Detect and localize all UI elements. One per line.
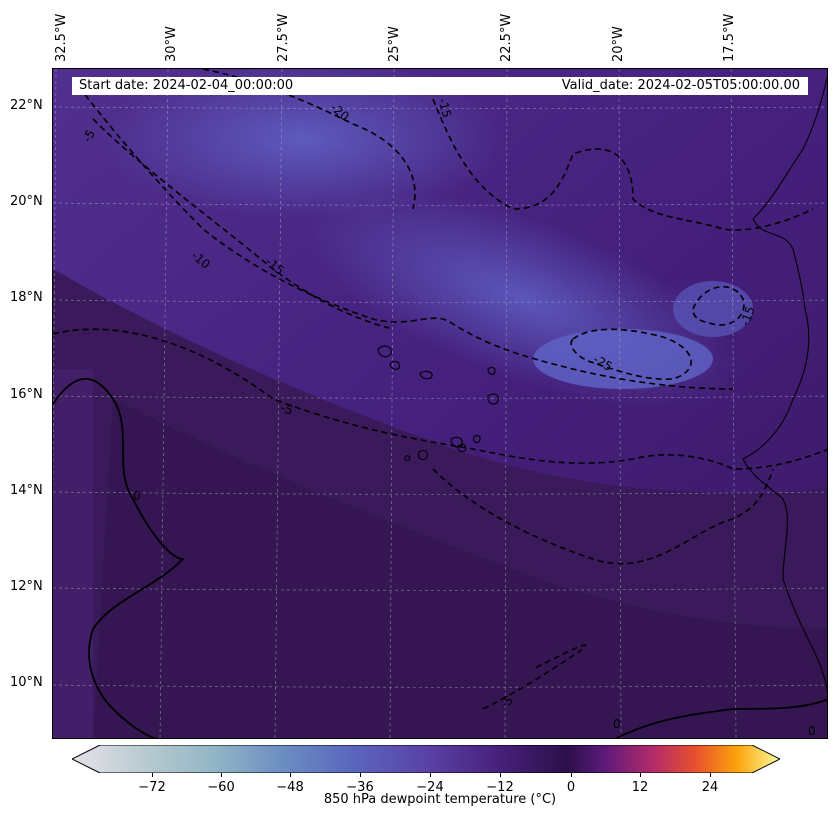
lon-label: 17.5°W xyxy=(722,13,737,62)
dry-core xyxy=(533,329,713,389)
dry-band-north xyxy=(103,69,503,219)
lat-label: 12°N xyxy=(10,579,43,594)
lon-label: 25°W xyxy=(387,26,402,62)
colorbar-title: 850 hPa dewpoint temperature (°C) xyxy=(323,792,557,807)
contour-minus15-mid xyxy=(92,118,394,330)
colorbar-tick-label: −60 xyxy=(207,780,235,795)
colorbar-tick-label: −48 xyxy=(276,780,304,795)
zero-contour xyxy=(53,378,827,738)
colorbar-tick-label: −24 xyxy=(416,780,444,795)
contour-minus15-east xyxy=(692,285,745,326)
map-frame: -20 -15 -10 -15 -5 -25 -15 -5 -5 0 0 0 xyxy=(52,68,828,739)
colorbar-tick xyxy=(640,773,641,777)
lat-label: 16°N xyxy=(10,387,43,402)
colorbar-tick xyxy=(710,773,711,777)
lon-label: 32.5°W xyxy=(54,13,69,62)
colorbar-tick-label: 0 xyxy=(566,780,576,795)
colorbar-tick-label: −72 xyxy=(138,780,166,795)
colorbar-tick xyxy=(290,773,291,777)
valid-date: Valid_date: 2024-02-05T05:00:00.00 xyxy=(561,78,800,93)
contour-minus5-se xyxy=(482,644,587,710)
date-header: Start date: 2024-02-04_00:00:00 Valid_da… xyxy=(72,77,808,95)
lat-label: 20°N xyxy=(10,194,43,209)
colorbar-tick xyxy=(430,773,431,777)
contour-label: 0 xyxy=(613,717,621,731)
lon-label: 30°W xyxy=(164,26,179,62)
lat-label: 18°N xyxy=(10,290,43,305)
colorbar-tick-label: −36 xyxy=(346,780,374,795)
colorbar-tick xyxy=(500,773,501,777)
colorbar-tick-label: −12 xyxy=(486,780,514,795)
lon-label: 27.5°W xyxy=(276,13,291,62)
contour-minus10 xyxy=(72,78,734,390)
zero-contour-west xyxy=(53,378,186,738)
contour-label: 0 xyxy=(808,724,816,738)
colorbar-tick xyxy=(221,773,222,777)
contour-minus15-north xyxy=(432,98,814,231)
start-date: Start date: 2024-02-04_00:00:00 xyxy=(79,78,294,93)
contour-label: 0 xyxy=(133,489,141,503)
colorbar-tick xyxy=(571,773,572,777)
dry-core-east xyxy=(673,281,753,337)
colorbar-tick xyxy=(360,773,361,777)
contour-minus5 xyxy=(53,328,827,470)
lat-label: 10°N xyxy=(10,675,43,690)
dewpoint-map xyxy=(53,69,827,738)
cape-verde-islands xyxy=(377,345,499,461)
moist-core xyxy=(93,399,827,738)
colorbar-tick-label: 24 xyxy=(701,780,719,795)
colorbar-tick xyxy=(152,773,153,777)
lat-label: 22°N xyxy=(10,98,43,113)
zero-contour-south xyxy=(615,698,827,738)
colorbar xyxy=(72,745,780,773)
coastline-africa xyxy=(742,75,827,693)
colorbar-tick-label: 12 xyxy=(631,780,649,795)
west-edge xyxy=(53,369,93,738)
graticule xyxy=(53,69,827,738)
lon-label: 20°W xyxy=(611,26,626,62)
lon-label: 22.5°W xyxy=(499,13,514,62)
contour-minus5-south xyxy=(432,468,774,565)
contour-minus25 xyxy=(570,328,692,380)
lat-label: 14°N xyxy=(10,483,43,498)
